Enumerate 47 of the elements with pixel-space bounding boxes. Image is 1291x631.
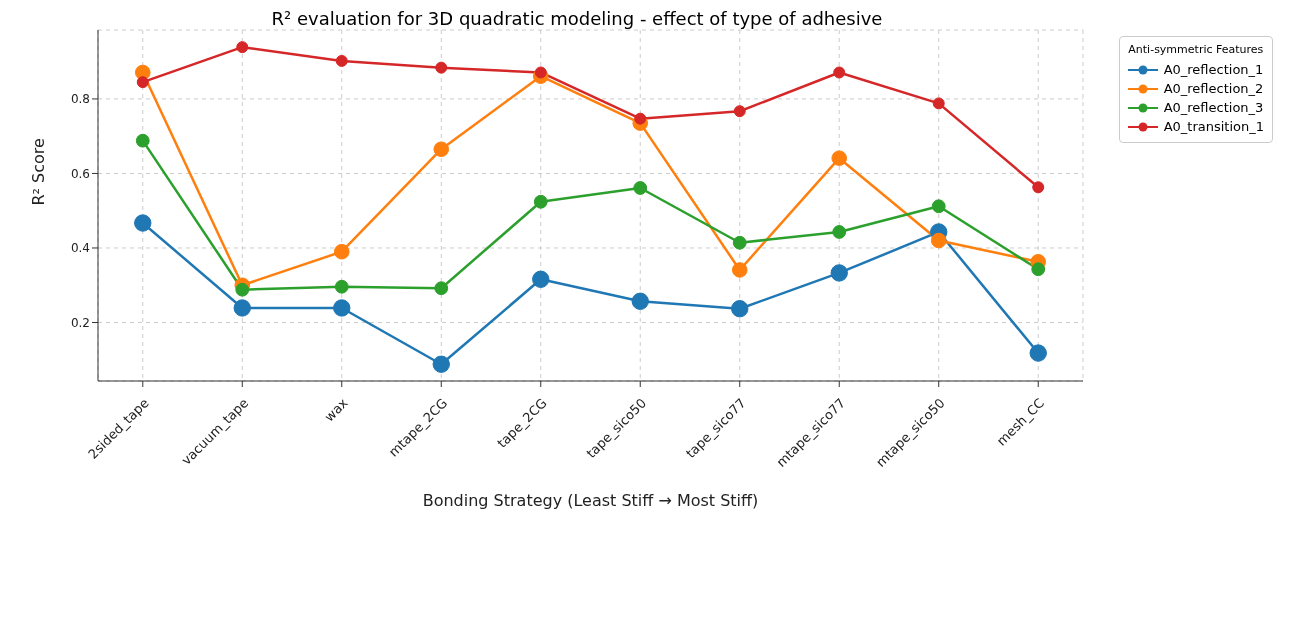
point	[434, 281, 449, 296]
point	[433, 141, 450, 158]
point	[931, 199, 946, 214]
point	[731, 262, 748, 278]
point	[1031, 262, 1046, 277]
legend-label: A0_transition_1	[1162, 118, 1264, 136]
point	[435, 61, 448, 74]
point	[236, 41, 249, 54]
point	[532, 270, 550, 288]
point	[136, 76, 149, 89]
x-axis-title: Bonding Strategy (Least Stiff → Most Stiff)	[422, 491, 759, 510]
point	[135, 133, 150, 148]
point	[533, 194, 548, 209]
legend-label: A0_reflection_1	[1162, 61, 1264, 79]
y-axis-title: R² Score	[28, 138, 48, 206]
point	[1032, 181, 1045, 194]
y-tick-label: 0.6	[70, 166, 90, 181]
point	[631, 292, 649, 310]
point	[731, 300, 749, 318]
legend-label: A0_reflection_2	[1162, 80, 1264, 98]
point	[335, 54, 348, 67]
point	[1029, 344, 1047, 362]
point	[833, 66, 846, 79]
y-tick-label: 0.4	[70, 241, 90, 256]
point	[235, 282, 250, 297]
point	[334, 279, 349, 294]
point	[432, 355, 450, 373]
point	[733, 105, 746, 118]
chart-title: R² evaluation for 3D quadratic modeling - effect of type of adhesive	[270, 8, 884, 29]
y-tick-label: 0.8	[70, 92, 90, 107]
point	[831, 150, 848, 166]
point	[830, 264, 848, 282]
point	[233, 299, 251, 317]
y-tick-label: 0.2	[70, 315, 90, 330]
point	[832, 225, 847, 239]
point	[134, 214, 152, 232]
point	[634, 112, 647, 125]
legend-title: Anti-symmetric Features	[1127, 43, 1264, 56]
legend-label: A0_reflection_3	[1162, 99, 1264, 117]
point	[333, 299, 351, 317]
point	[732, 235, 747, 250]
point	[333, 243, 350, 260]
point	[534, 66, 547, 79]
point	[633, 181, 648, 195]
x-tick-label: wax	[321, 395, 351, 425]
point	[932, 97, 945, 110]
point	[930, 232, 947, 249]
